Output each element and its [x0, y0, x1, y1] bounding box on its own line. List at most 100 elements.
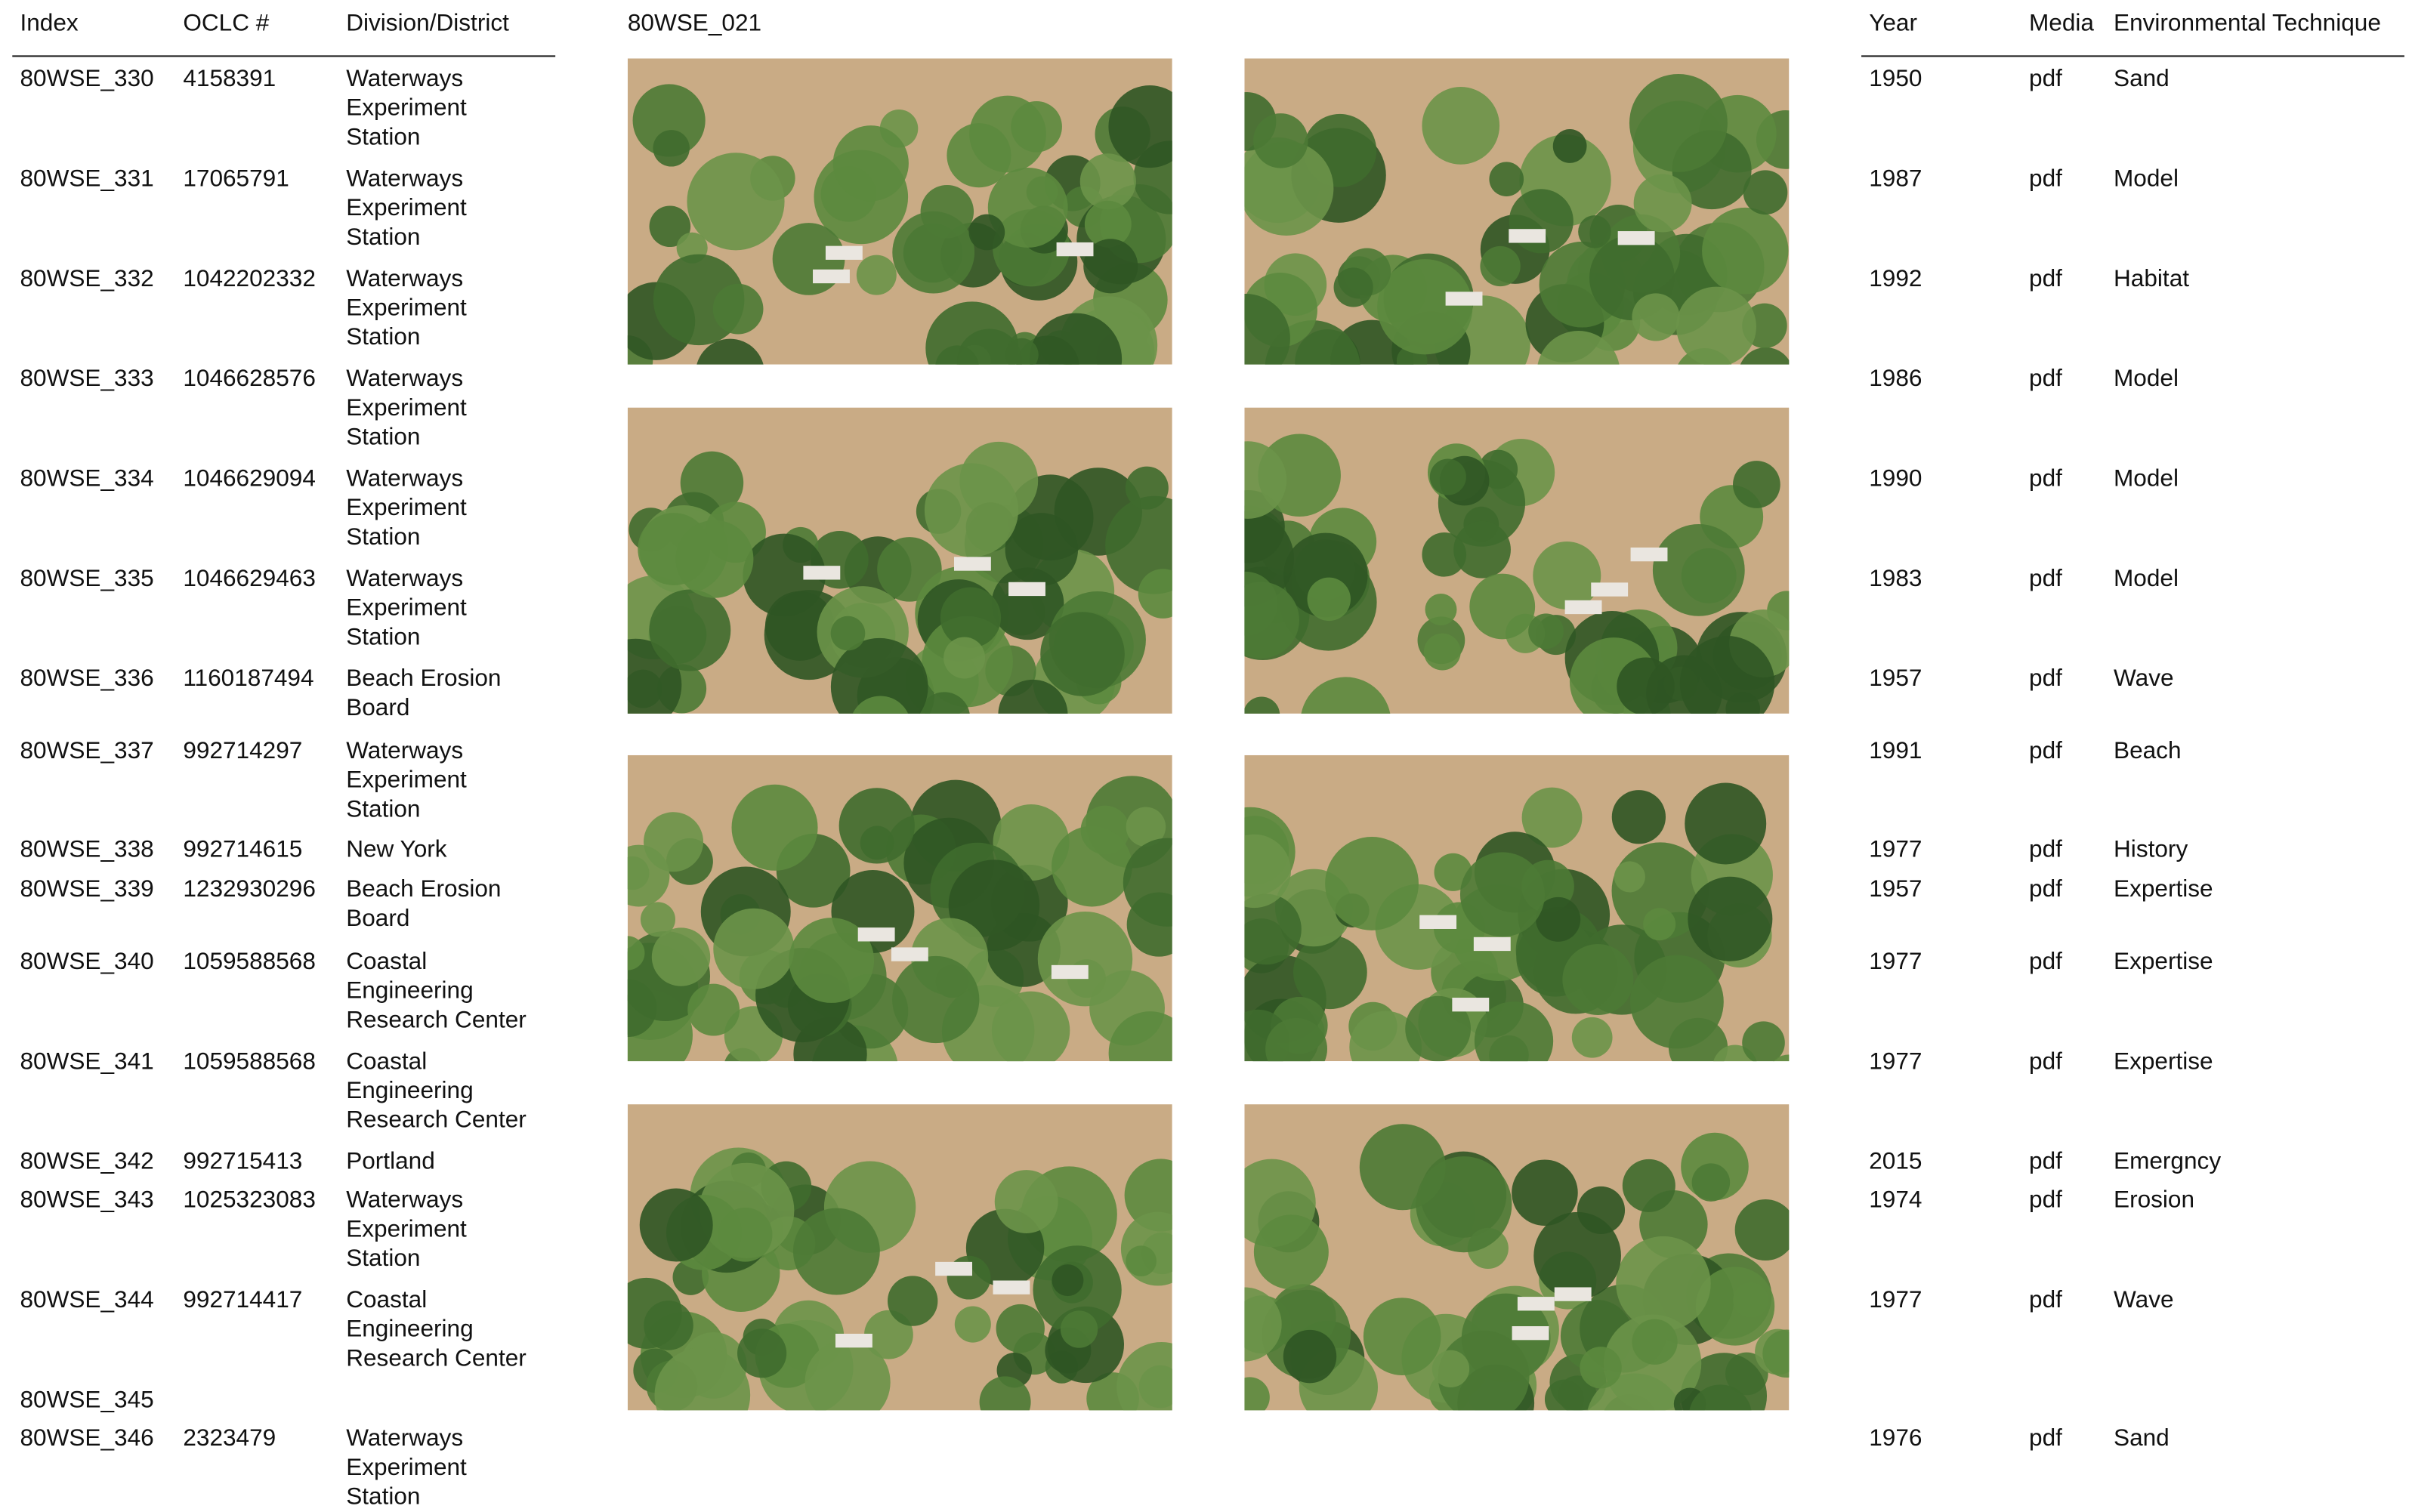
tree: [925, 463, 1018, 557]
tree: [1676, 287, 1756, 365]
cell-division: Beach Erosion Board: [346, 875, 546, 933]
cell-technique: Sand: [2114, 65, 2170, 94]
cell-oclc: 1042202332: [183, 264, 316, 294]
cell-division: New York: [346, 835, 546, 865]
aerial-photo[interactable]: [628, 1104, 1172, 1410]
house: [1052, 965, 1089, 979]
column-header[interactable]: Environmental Technique: [2114, 9, 2381, 39]
cell-oclc: 4158391: [183, 65, 276, 94]
column-header[interactable]: Index: [20, 9, 78, 39]
house: [891, 947, 928, 961]
house: [1631, 548, 1668, 561]
aerial-photo[interactable]: [1244, 408, 1789, 714]
cell-technique: Habitat: [2114, 264, 2189, 294]
cell-index: 80WSE_334: [20, 464, 153, 494]
cell-index: 80WSE_338: [20, 835, 153, 865]
tree: [1126, 467, 1169, 510]
cell-technique: Wave: [2114, 1285, 2174, 1315]
cell-division: Waterways Experiment Station: [346, 365, 546, 452]
aerial-photo[interactable]: [628, 755, 1172, 1061]
house: [1509, 229, 1546, 242]
gallery-title: 80WSE_021: [628, 9, 761, 39]
tree: [653, 130, 689, 166]
aerial-photo[interactable]: [1244, 755, 1789, 1061]
tree: [1325, 837, 1419, 930]
tree: [857, 255, 897, 295]
cell-oclc: 1046629463: [183, 564, 316, 594]
house: [1518, 1297, 1555, 1310]
house: [1591, 582, 1628, 596]
tree: [718, 1208, 773, 1262]
aerial-photo[interactable]: [1244, 58, 1789, 364]
column-header[interactable]: Media: [2029, 9, 2094, 39]
cell-index: 80WSE_344: [20, 1285, 153, 1315]
cell-oclc: 1046629094: [183, 464, 316, 494]
tree: [1612, 790, 1666, 844]
cell-index: 80WSE_336: [20, 665, 153, 694]
cell-year: 1987: [1869, 165, 1922, 194]
cell-index: 80WSE_340: [20, 947, 153, 977]
cell-index: 80WSE_335: [20, 564, 153, 594]
column-header[interactable]: Year: [1869, 9, 1917, 39]
cell-technique: History: [2114, 835, 2188, 865]
tree: [995, 1170, 1058, 1233]
cell-technique: Expertise: [2114, 947, 2213, 977]
tree: [833, 125, 909, 201]
tree: [1562, 944, 1633, 1015]
cell-media: pdf: [2029, 264, 2062, 294]
cell-division: Waterways Experiment Station: [346, 464, 546, 552]
tree: [1052, 1264, 1083, 1296]
house: [993, 1281, 1030, 1294]
tree: [1629, 74, 1728, 172]
cell-media: pdf: [2029, 1186, 2062, 1215]
cell-oclc: 1025323083: [183, 1186, 316, 1215]
cell-media: pdf: [2029, 1424, 2062, 1454]
house: [1512, 1326, 1549, 1340]
cell-technique: Model: [2114, 464, 2179, 494]
cell-division: Waterways Experiment Station: [346, 1424, 546, 1512]
tree: [644, 1301, 693, 1350]
column-header[interactable]: Division/District: [346, 9, 509, 39]
tree: [892, 211, 974, 294]
cell-oclc: 2323479: [183, 1424, 276, 1454]
tree: [1254, 1214, 1329, 1289]
aerial-photo[interactable]: [628, 58, 1172, 364]
cell-index: 80WSE_341: [20, 1048, 153, 1077]
tree: [1432, 1350, 1469, 1387]
cell-index: 80WSE_333: [20, 365, 153, 394]
cell-oclc: 1232930296: [183, 875, 316, 905]
cell-division: Coastal Engineering Research Center: [346, 947, 546, 1035]
tree: [1643, 908, 1675, 940]
tree: [1430, 458, 1466, 495]
column-header[interactable]: OCLC #: [183, 9, 269, 39]
house: [1419, 915, 1456, 929]
cell-year: 1983: [1869, 564, 1922, 594]
tree: [1733, 1282, 1768, 1318]
tree: [1360, 1124, 1446, 1210]
tree: [1425, 594, 1457, 625]
house: [1618, 231, 1655, 245]
tree: [1283, 1330, 1336, 1383]
tree: [1553, 129, 1587, 163]
aerial-photo[interactable]: [1244, 1104, 1789, 1410]
tree: [888, 1276, 937, 1325]
cell-media: pdf: [2029, 365, 2062, 394]
cell-technique: Model: [2114, 165, 2179, 194]
cell-technique: Expertise: [2114, 875, 2213, 905]
house: [813, 270, 850, 283]
tree: [1533, 1212, 1621, 1300]
cell-technique: Model: [2114, 365, 2179, 394]
tree: [955, 1307, 991, 1343]
tree: [947, 123, 1011, 187]
page: Index OCLC # Division/District 80WSE_021…: [0, 0, 2412, 1506]
tree: [687, 984, 740, 1036]
aerial-photo[interactable]: [628, 408, 1172, 714]
tree: [675, 520, 753, 598]
tree: [1424, 634, 1461, 671]
cell-oclc: 992714615: [183, 835, 302, 865]
cell-oclc: 1160187494: [183, 665, 313, 694]
house: [1474, 937, 1511, 951]
cell-year: 1986: [1869, 365, 1922, 394]
cell-year: 1991: [1869, 736, 1922, 766]
tree: [713, 909, 794, 989]
